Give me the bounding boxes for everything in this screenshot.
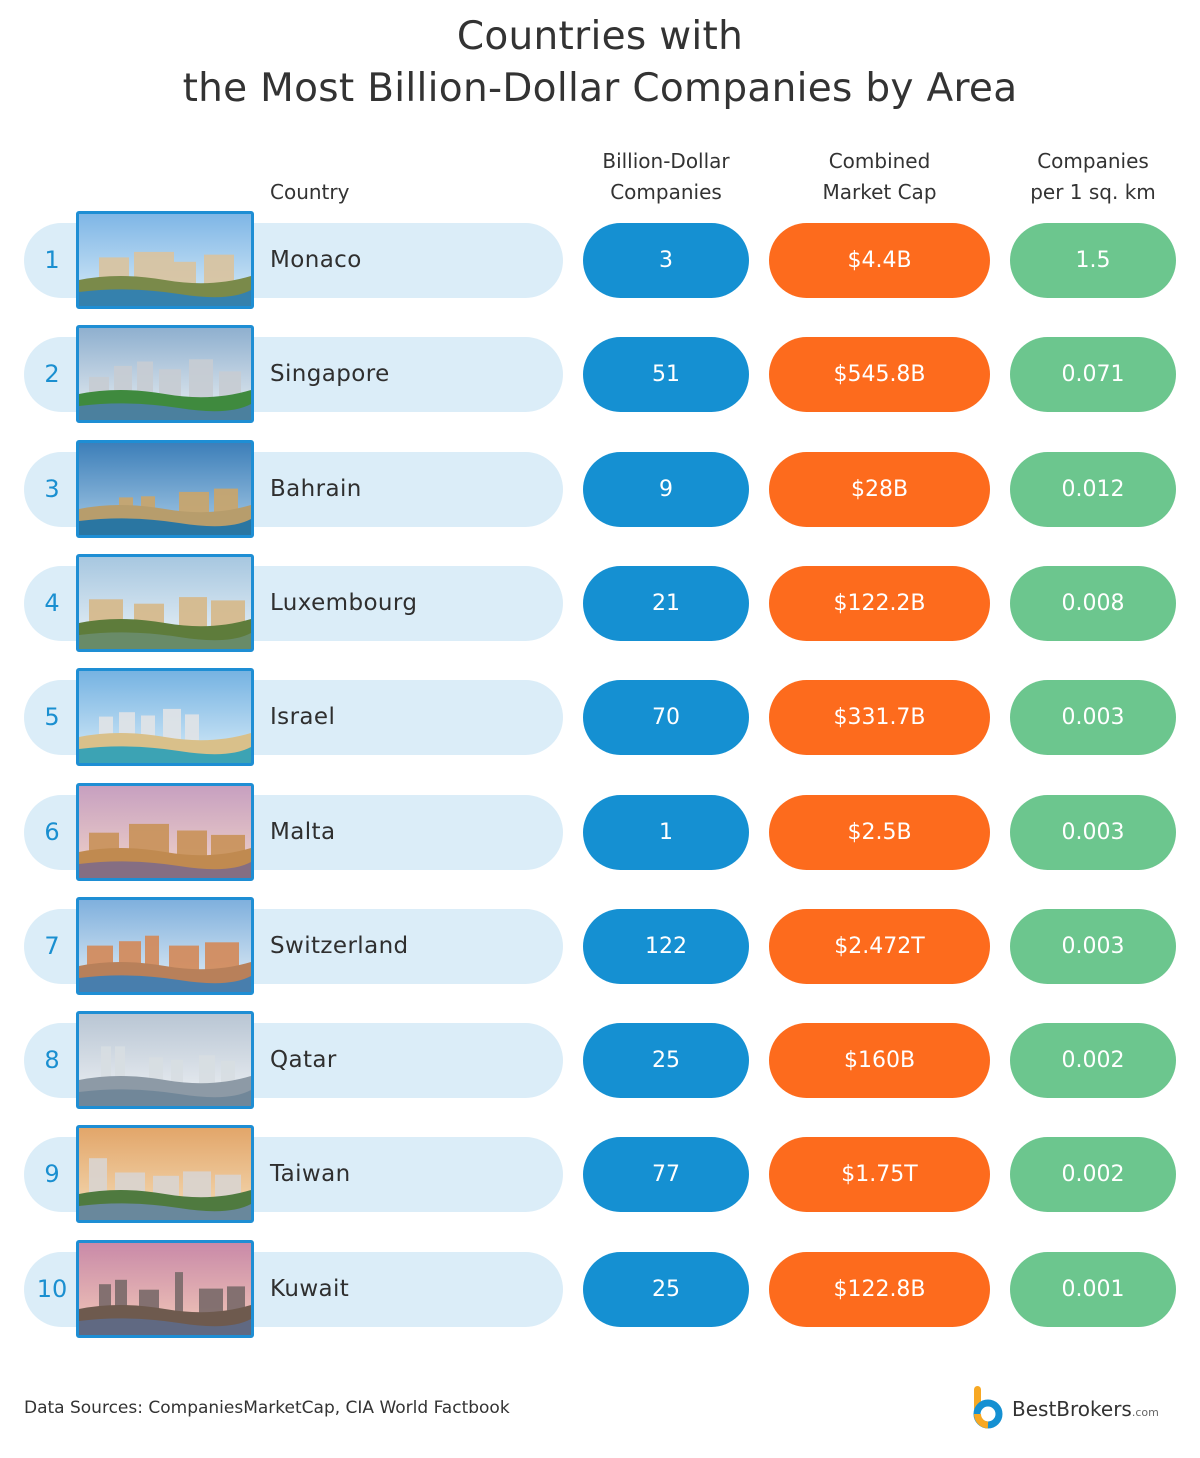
- country-photo: [76, 1239, 254, 1338]
- companies-per-sq-km-value: 0.003: [1010, 680, 1176, 756]
- table-row: 8 Qatar 25 $160B 0.002: [0, 1011, 1200, 1111]
- header-count-line2: Companies: [610, 180, 722, 204]
- country-name: Singapore: [270, 361, 390, 388]
- rank-number: 8: [44, 1046, 60, 1075]
- chart-title-line1: Countries with: [456, 14, 744, 59]
- bestbrokers-b-logo-icon: [973, 1386, 1003, 1429]
- rank-number: 10: [36, 1274, 68, 1303]
- country-photo: [76, 896, 254, 995]
- country-photo: [76, 782, 254, 881]
- market-cap-value: $122.2B: [769, 565, 990, 641]
- table-row: 6 Malta 1 $2.5B 0.003: [0, 782, 1200, 883]
- companies-per-sq-km-value: 0.001: [1010, 1251, 1176, 1327]
- rank-number: 6: [44, 817, 60, 846]
- rank-number: 2: [44, 360, 60, 389]
- header-density-line2: per 1 sq. km: [1030, 180, 1156, 204]
- header-count-line1: Billion-Dollar: [602, 149, 730, 173]
- table-row: 2 Singapore 51 $545.8B 0.071: [0, 325, 1200, 425]
- header-country: Country: [270, 180, 350, 204]
- companies-per-sq-km-value: 0.071: [1010, 337, 1176, 413]
- country-photo: [76, 1125, 254, 1224]
- rank-number: 9: [44, 1160, 60, 1189]
- country-photo: [76, 211, 254, 309]
- market-cap-value: $28B: [769, 451, 990, 527]
- table-row: 9 Taiwan 77 $1.75T 0.002: [0, 1125, 1200, 1225]
- companies-per-sq-km-value: 0.003: [1010, 794, 1176, 870]
- companies-per-sq-km-value: 1.5: [1010, 223, 1176, 298]
- country-photo: [76, 668, 254, 767]
- table-row: 1 Monaco 3 $4.4B 1.5: [0, 211, 1200, 311]
- chart-title-line2: the Most Billion-Dollar Companies by Are…: [182, 66, 1018, 111]
- billion-dollar-companies-value: 1: [583, 794, 749, 870]
- header-density-line1: Companies: [1037, 149, 1149, 173]
- market-cap-value: $2.5B: [769, 794, 990, 870]
- rank-number: 3: [44, 474, 60, 503]
- billion-dollar-companies-value: 25: [583, 1023, 749, 1099]
- companies-per-sq-km-value: 0.003: [1010, 908, 1176, 984]
- country-name: Luxembourg: [270, 589, 418, 616]
- country-name: Monaco: [270, 247, 362, 273]
- country-photo: [76, 325, 254, 424]
- billion-dollar-companies-value: 21: [583, 565, 749, 641]
- country-name: Bahrain: [270, 475, 362, 502]
- market-cap-value: $2.472T: [769, 908, 990, 984]
- billion-dollar-companies-value: 122: [583, 908, 749, 984]
- market-cap-value: $545.8B: [769, 337, 990, 413]
- market-cap-value: $331.7B: [769, 680, 990, 756]
- table-row: 3 Bahrain 9 $28B 0.012: [0, 439, 1200, 540]
- country-name: Malta: [270, 818, 336, 845]
- market-cap-value: $160B: [769, 1023, 990, 1099]
- country-photo: [76, 553, 254, 652]
- table-row: 10 Kuwait 25 $122.8B 0.001: [0, 1239, 1200, 1340]
- data-source-note: Data Sources: CompaniesMarketCap, CIA Wo…: [24, 1398, 510, 1418]
- companies-per-sq-km-value: 0.002: [1010, 1137, 1176, 1213]
- country-name: Taiwan: [270, 1161, 351, 1188]
- billion-dollar-companies-value: 51: [583, 337, 749, 413]
- billion-dollar-companies-value: 70: [583, 680, 749, 756]
- country-name: Qatar: [270, 1047, 337, 1074]
- logo-suffix: .com: [1131, 1406, 1159, 1419]
- table-row: 4 Luxembourg 21 $122.2B 0.008: [0, 553, 1200, 654]
- rank-number: 5: [44, 703, 60, 732]
- country-name: Israel: [270, 704, 336, 731]
- logo-wordmark: BestBrokers.com: [1012, 1397, 1159, 1421]
- billion-dollar-companies-value: 77: [583, 1137, 749, 1213]
- market-cap-value: $4.4B: [769, 223, 990, 298]
- rank-number: 1: [44, 246, 60, 274]
- country-photo: [76, 1011, 254, 1110]
- market-cap-value: $122.8B: [769, 1251, 990, 1327]
- country-photo: [76, 439, 254, 538]
- billion-dollar-companies-value: 25: [583, 1251, 749, 1327]
- market-cap-value: $1.75T: [769, 1137, 990, 1213]
- table-row: 7 Switzerland 122 $2.472T 0.003: [0, 896, 1200, 997]
- header-billion-dollar-companies: Billion-Dollar Companies: [583, 146, 749, 208]
- rank-number: 7: [44, 931, 60, 960]
- billion-dollar-companies-value: 3: [583, 223, 749, 298]
- header-cap-line1: Combined: [828, 149, 931, 173]
- companies-per-sq-km-value: 0.002: [1010, 1023, 1176, 1099]
- country-name: Kuwait: [270, 1275, 350, 1302]
- rank-number: 4: [44, 588, 60, 617]
- country-name: Switzerland: [270, 932, 409, 959]
- bestbrokers-logo: BestBrokers.com: [970, 1384, 1180, 1430]
- companies-per-sq-km-value: 0.012: [1010, 451, 1176, 527]
- billion-dollar-companies-value: 9: [583, 451, 749, 527]
- header-companies-per-sq-km: Companies per 1 sq. km: [1010, 146, 1176, 208]
- companies-per-sq-km-value: 0.008: [1010, 565, 1176, 641]
- table-row: 5 Israel 70 $331.7B 0.003: [0, 668, 1200, 768]
- header-cap-line2: Market Cap: [822, 180, 937, 204]
- header-combined-market-cap: Combined Market Cap: [769, 146, 990, 208]
- logo-name: BestBrokers: [1012, 1397, 1132, 1421]
